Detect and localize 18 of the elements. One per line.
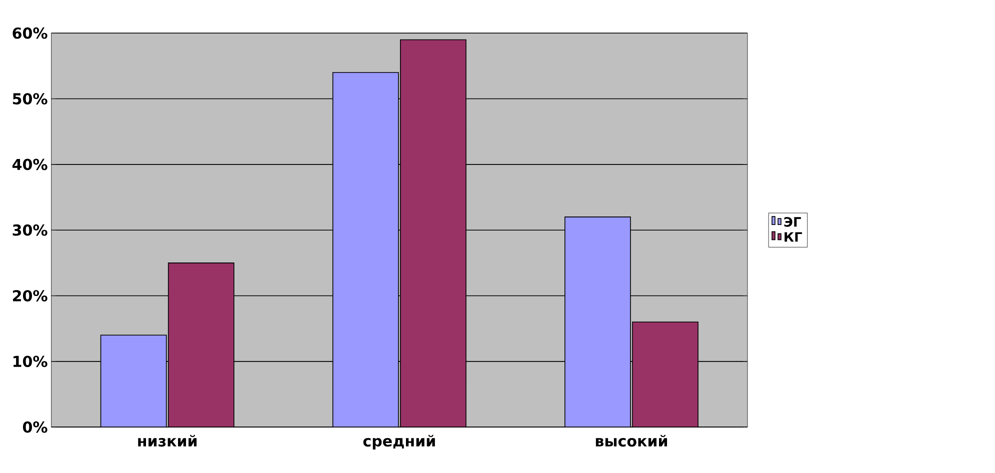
bar — [168, 262, 234, 428]
bar — [564, 216, 631, 428]
x-tick-label: низкий — [138, 435, 197, 447]
x-tick-label: средний — [363, 435, 435, 450]
legend-label: КГ — [784, 232, 802, 242]
bar — [400, 39, 466, 428]
y-tick-label: 10% — [14, 356, 48, 368]
bar — [632, 322, 698, 428]
bar — [100, 334, 167, 428]
y-tick-label: 0% — [22, 422, 48, 433]
x-tick-label: высокий — [596, 435, 668, 447]
legend-label: ЭГ — [784, 217, 801, 228]
y-tick-label: 30% — [12, 224, 48, 236]
y-tick-label: 40% — [12, 158, 48, 170]
bar — [332, 72, 399, 428]
y-tick-label: 20% — [13, 290, 48, 302]
y-tick-label: 60% — [12, 28, 48, 39]
y-tick-label: 50% — [12, 93, 48, 105]
